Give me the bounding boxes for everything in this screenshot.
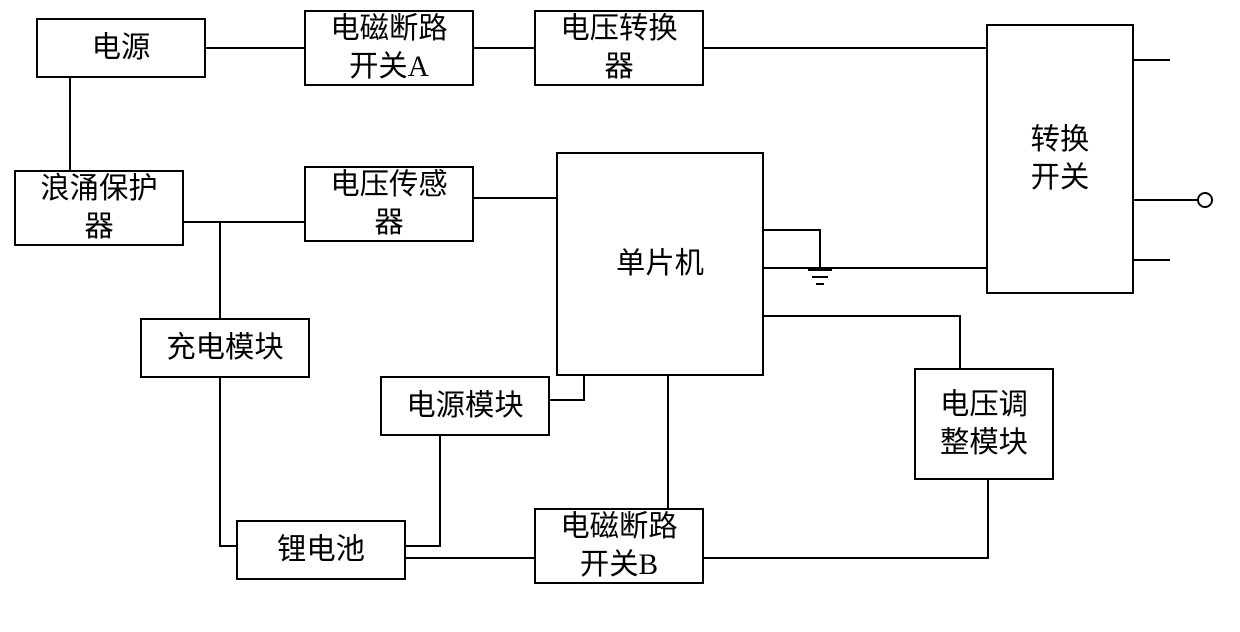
block-vconverter: 电压转换 器 bbox=[534, 10, 704, 86]
block-pmodule: 电源模块 bbox=[380, 376, 550, 436]
block-vadjust: 电压调 整模块 bbox=[914, 368, 1054, 480]
block-label: 锂电池 bbox=[277, 531, 365, 569]
block-liion: 锂电池 bbox=[236, 520, 406, 580]
block-label: 浪涌保护 器 bbox=[40, 170, 157, 246]
diagram-canvas: 电源电磁断路 开关A电压转换 器浪涌保护 器电压传感 器单片机充电模块电源模块电… bbox=[0, 0, 1240, 632]
block-switcher: 转换 开关 bbox=[986, 24, 1134, 294]
block-label: 转换 开关 bbox=[1031, 121, 1090, 197]
block-label: 电源 bbox=[92, 29, 151, 67]
block-charge: 充电模块 bbox=[140, 318, 310, 378]
block-label: 充电模块 bbox=[166, 329, 283, 367]
block-vsensor: 电压传感 器 bbox=[304, 166, 474, 242]
block-label: 电压传感 器 bbox=[330, 166, 447, 242]
block-label: 电磁断路 开关A bbox=[330, 10, 447, 86]
block-label: 电源模块 bbox=[406, 387, 523, 425]
block-label: 单片机 bbox=[616, 245, 704, 283]
block-breakerB: 电磁断路 开关B bbox=[534, 508, 704, 584]
block-power: 电源 bbox=[36, 18, 206, 78]
block-label: 电磁断路 开关B bbox=[560, 508, 677, 584]
block-breakerA: 电磁断路 开关A bbox=[304, 10, 474, 86]
block-mcu: 单片机 bbox=[556, 152, 764, 376]
block-label: 电压转换 器 bbox=[560, 10, 677, 86]
block-label: 电压调 整模块 bbox=[940, 386, 1028, 462]
block-surge: 浪涌保护 器 bbox=[14, 170, 184, 246]
